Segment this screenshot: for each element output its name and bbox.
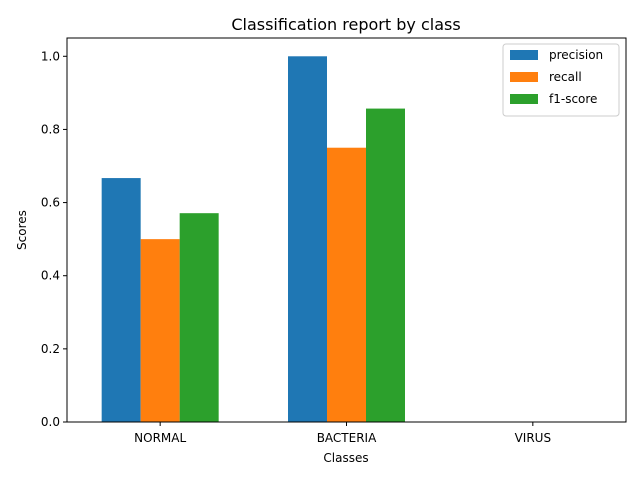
y-tick-label: 0.4	[41, 269, 60, 283]
y-tick-label: 0.2	[41, 342, 60, 356]
legend-label-f1-score: f1-score	[549, 92, 597, 106]
bar-f1-score-bacteria	[366, 108, 405, 422]
bar-recall-normal	[140, 239, 180, 422]
bar-recall-bacteria	[327, 147, 366, 422]
x-tick-label-bacteria: BACTERIA	[317, 431, 377, 445]
y-tick-label: 0.8	[41, 122, 60, 136]
bar-f1-score-normal	[179, 213, 219, 422]
bar-precision-normal	[101, 178, 141, 422]
legend: precision recall f1-score	[502, 43, 620, 117]
y-tick-label: 1.0	[41, 49, 60, 63]
bars-group	[101, 56, 405, 422]
y-tick-label: 0.0	[41, 415, 60, 429]
y-axis-label: Scores	[15, 210, 29, 250]
bar-precision-bacteria	[288, 56, 327, 422]
legend-swatch-f1-score	[510, 94, 538, 104]
x-tick-label-virus: VIRUS	[515, 431, 552, 445]
y-axis: 0.0 0.2 0.4 0.6 0.8 1.0	[41, 49, 67, 429]
x-axis: NORMAL BACTERIA VIRUS	[134, 422, 551, 445]
legend-swatch-recall	[510, 72, 538, 82]
legend-label-recall: recall	[549, 70, 582, 84]
plot-area	[66, 37, 627, 423]
chart-title: Classification report by class	[231, 15, 460, 34]
legend-label-precision: precision	[549, 48, 603, 62]
y-tick-label: 0.6	[41, 196, 60, 210]
x-tick-label-normal: NORMAL	[134, 431, 186, 445]
legend-swatch-precision	[510, 50, 538, 60]
x-axis-label: Classes	[323, 451, 368, 465]
